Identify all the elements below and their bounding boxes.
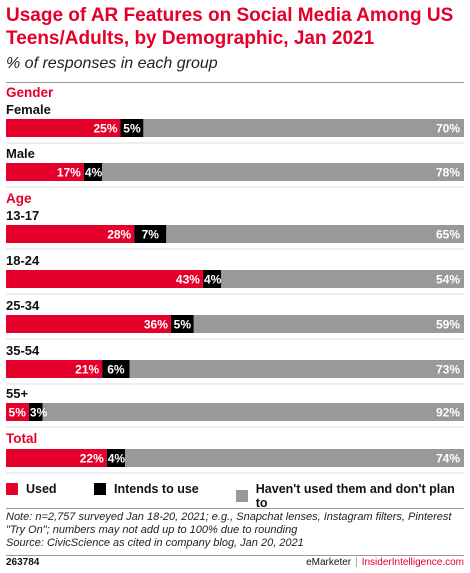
data-label-used: 5%: [9, 406, 27, 420]
bar-intends: [120, 119, 144, 137]
row-label: 35-54: [6, 343, 40, 358]
title-divider: [6, 82, 464, 83]
legend-label-not-used: Haven't used them and don't plan to: [255, 482, 455, 510]
data-label-intends: 5%: [123, 122, 141, 136]
data-label-used: 21%: [75, 363, 99, 377]
data-label-not-used: 74%: [436, 452, 460, 466]
bar-used: [6, 163, 84, 181]
chart-subtitle: % of responses in each group: [6, 55, 218, 72]
data-label-intends: 4%: [204, 273, 222, 287]
notes-divider: [6, 508, 464, 509]
bar-not-used: [193, 315, 464, 333]
bar-intends: [102, 360, 130, 378]
data-label-not-used: 54%: [436, 273, 460, 287]
bar-used: [6, 270, 203, 288]
footer-divider: [6, 555, 464, 556]
chart-title: Usage of AR Features on Social Media Amo…: [6, 5, 454, 49]
bar-used: [6, 225, 135, 243]
section-label: Age: [6, 191, 32, 206]
bar-not-used: [125, 449, 464, 467]
bar-used: [6, 360, 103, 378]
data-label-intends: 7%: [142, 228, 160, 242]
row-label: 25-34: [6, 298, 40, 313]
data-label-used: 22%: [80, 452, 104, 466]
legend-swatch-used: [6, 483, 18, 495]
bar-not-used: [129, 360, 464, 378]
legend-item-used: Used: [6, 482, 57, 496]
bar-intends: [28, 403, 43, 421]
footer: 263784 eMarketer | InsiderIntelligence.com: [6, 557, 464, 571]
brand-emarketer: eMarketer: [306, 557, 352, 568]
data-label-intends: 4%: [108, 452, 126, 466]
legend-item-not-used: Haven't used them and don't plan to: [236, 482, 466, 510]
data-label-not-used: 70%: [436, 122, 460, 136]
footer-brand: eMarketer | InsiderIntelligence.com: [306, 557, 464, 568]
section-label: Total: [6, 431, 37, 446]
legend-label-used: Used: [26, 482, 57, 496]
data-label-used: 28%: [107, 228, 131, 242]
bar-not-used: [143, 119, 464, 137]
note-text: Note: n=2,757 surveyed Jan 18-20, 2021; …: [6, 511, 452, 536]
legend-item-intends: Intends to use: [94, 482, 199, 496]
data-label-intends: 5%: [174, 318, 192, 332]
notes: Note: n=2,757 surveyed Jan 18-20, 2021; …: [6, 511, 464, 550]
data-label-used: 25%: [93, 122, 117, 136]
brand-insider: InsiderIntelligence.com: [361, 557, 464, 568]
data-label-not-used: 92%: [436, 406, 460, 420]
bar-intends: [134, 225, 167, 243]
source-text: Source: CivicScience as cited in company…: [6, 537, 304, 549]
chart-id: 263784: [6, 557, 40, 568]
bar-not-used: [166, 225, 465, 243]
brand-separator: |: [355, 557, 358, 568]
bar-used: [6, 449, 107, 467]
data-label-not-used: 73%: [436, 363, 460, 377]
legend-swatch-intends: [94, 483, 106, 495]
row-label: 13-17: [6, 208, 39, 223]
section-label: Gender: [6, 85, 54, 100]
row-label: 18-24: [6, 253, 40, 268]
bar-not-used: [102, 163, 465, 181]
data-label-used: 17%: [57, 166, 81, 180]
bar-used: [6, 315, 171, 333]
legend: Used Intends to use Haven't used them an…: [6, 482, 466, 510]
data-label-used: 43%: [176, 273, 200, 287]
bar-used: [6, 403, 29, 421]
data-label-intends: 6%: [107, 363, 125, 377]
bar-intends: [83, 163, 103, 181]
bar-intends: [202, 270, 222, 288]
data-label-used: 36%: [144, 318, 168, 332]
data-label-intends: 4%: [85, 166, 103, 180]
row-label: Male: [6, 146, 35, 161]
bar-not-used: [42, 403, 464, 421]
bar-used: [6, 119, 121, 137]
data-label-not-used: 78%: [436, 166, 460, 180]
data-label-intends: 3%: [30, 406, 48, 420]
legend-swatch-not-used: [236, 490, 248, 502]
row-label: Female: [6, 102, 51, 117]
stacked-bar-chart: Gender Female 25% 5% 70% Male 17% 4% 78% Age 13-17…: [6, 85, 465, 474]
data-label-not-used: 59%: [436, 318, 460, 332]
bar-intends: [170, 315, 194, 333]
bar-intends: [106, 449, 126, 467]
legend-label-intends: Intends to use: [114, 482, 199, 496]
row-label: 55+: [6, 386, 28, 401]
bar-not-used: [221, 270, 464, 288]
data-label-not-used: 65%: [436, 228, 460, 242]
